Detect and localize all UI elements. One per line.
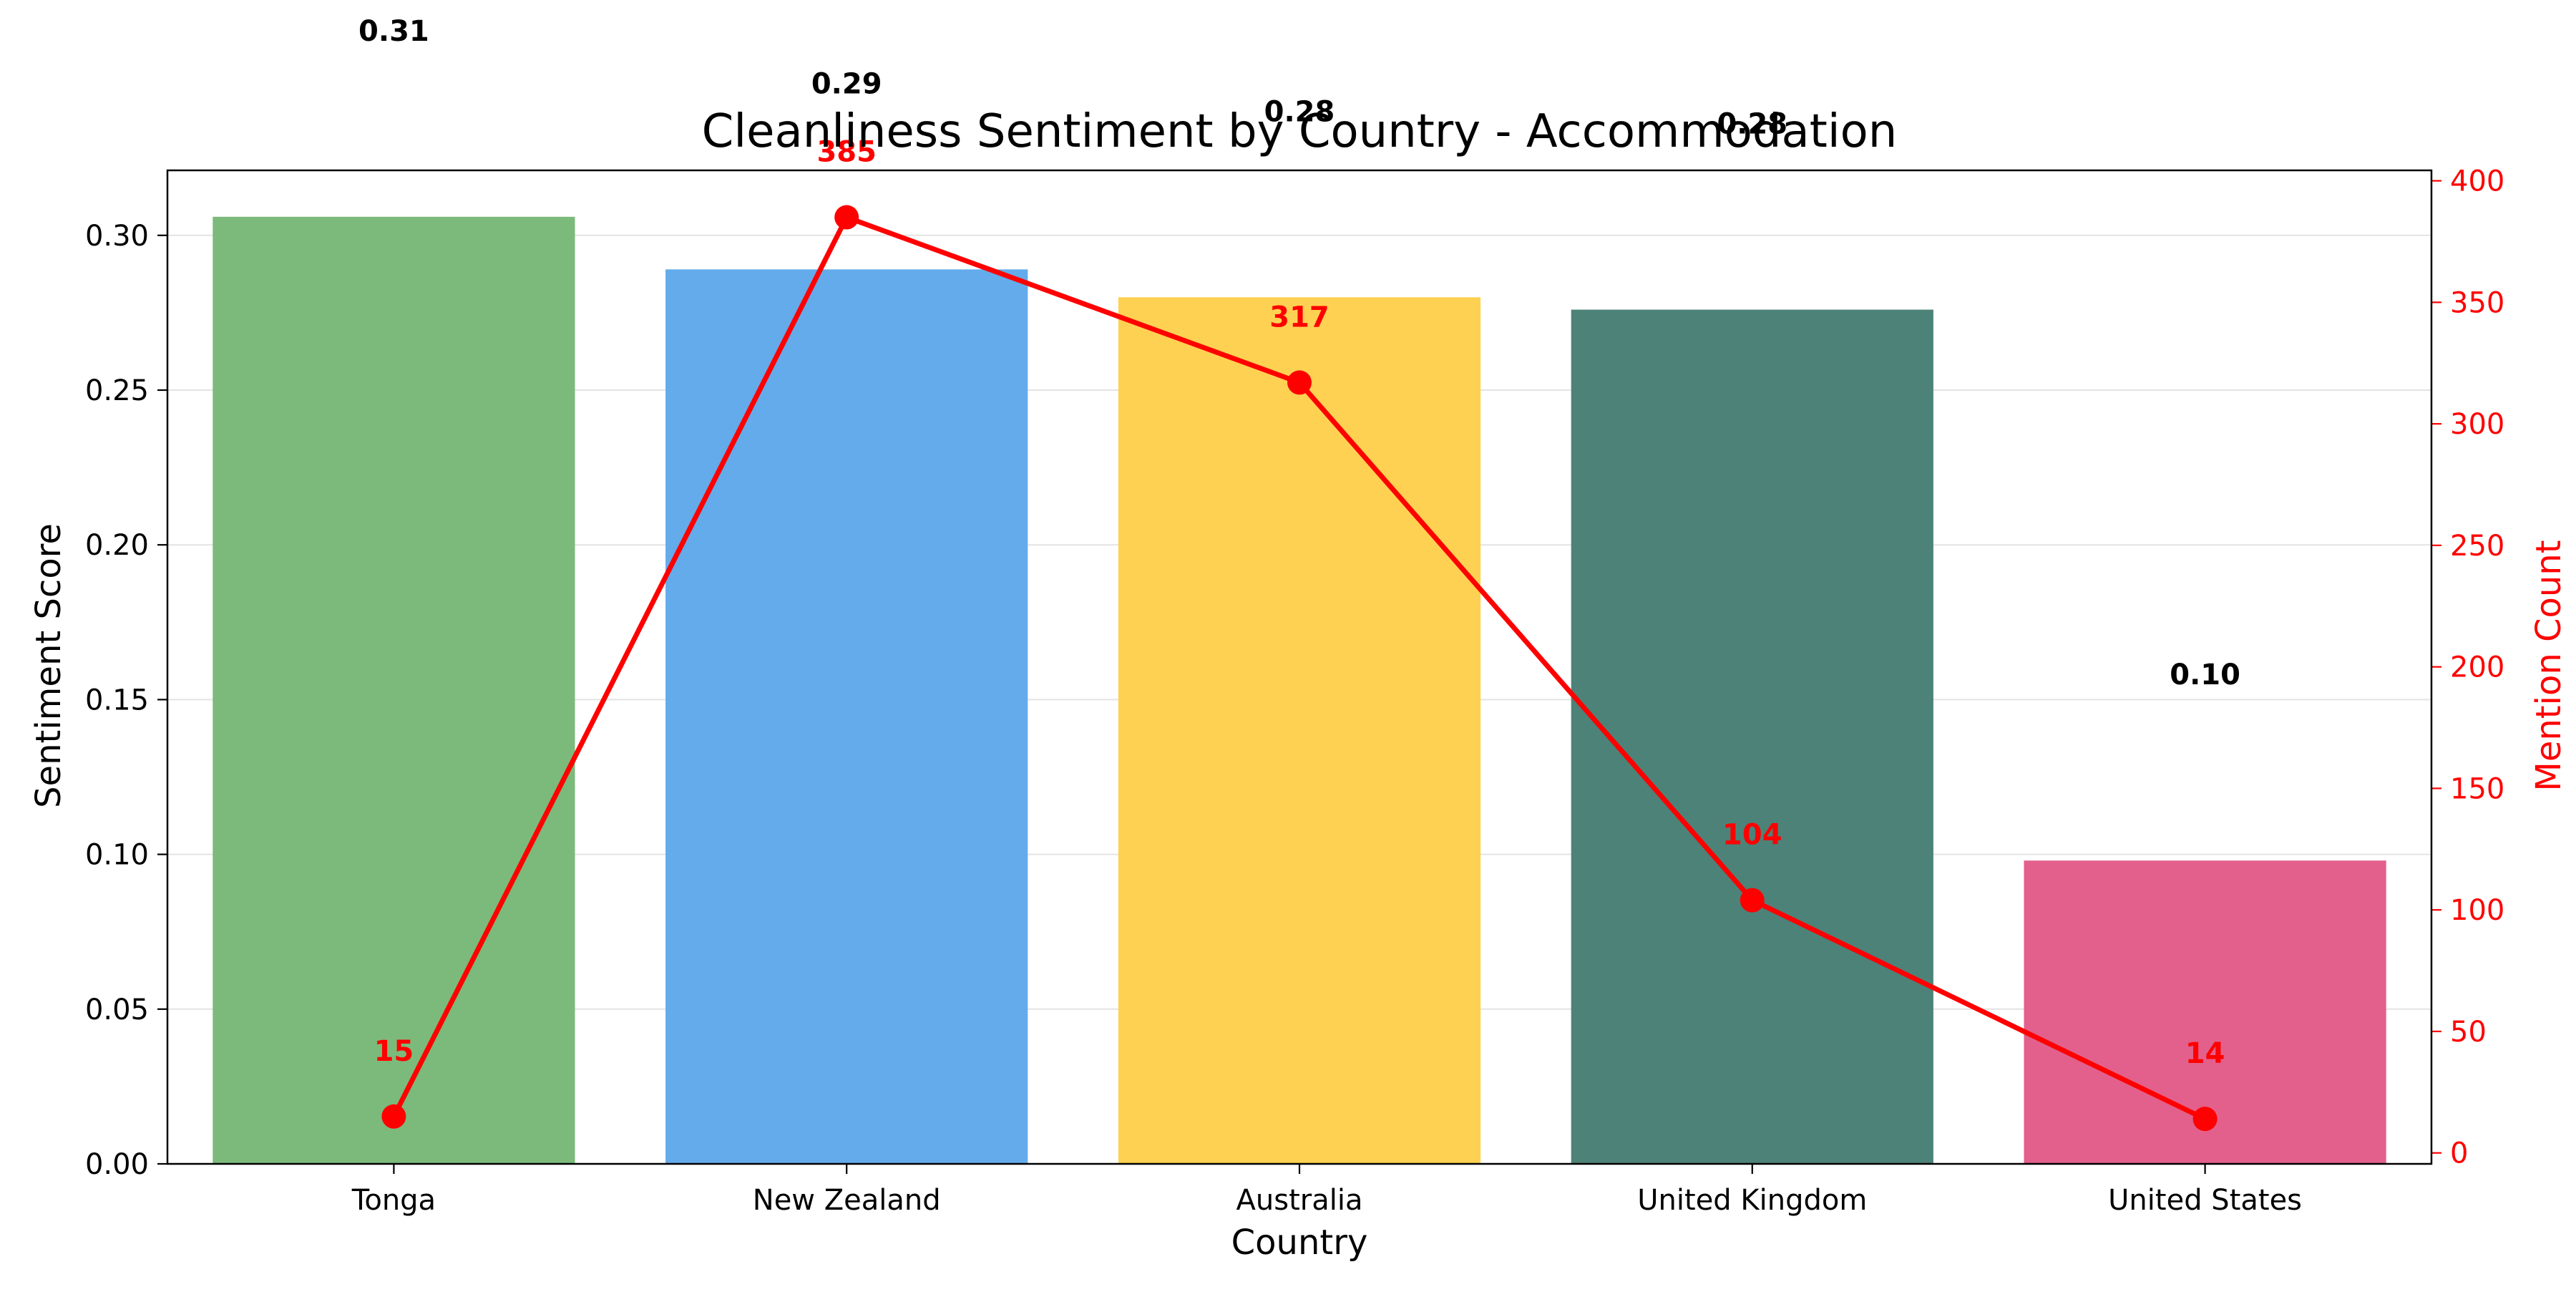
y-axis-label: Sentiment Score [29, 523, 69, 808]
mention-count-label: 15 [374, 1035, 414, 1068]
x-tick-label: Australia [1236, 1184, 1363, 1217]
bar-value-label: 0.31 [358, 15, 429, 48]
bar [1118, 297, 1481, 1165]
bar-value-label: 0.10 [2170, 659, 2240, 691]
bar-layer [213, 216, 2386, 1165]
x-tick-label: Tonga [351, 1184, 436, 1217]
y2-tick-label: 50 [2450, 1016, 2487, 1049]
mention-count-point [1740, 888, 1765, 913]
y-tick-label: 0.00 [85, 1148, 149, 1181]
mention-count-label: 317 [1269, 301, 1330, 334]
y2-axis-label: Mention Count [2529, 540, 2569, 791]
y-tick-label: 0.20 [85, 529, 149, 562]
y2-tick-label: 100 [2450, 894, 2504, 927]
bar-value-label: 0.28 [1264, 95, 1335, 128]
y2-tick-label: 150 [2450, 772, 2504, 805]
y2-tick-label: 400 [2450, 165, 2504, 198]
x-axis-label: Country [1231, 1223, 1368, 1263]
x-tick-label: United Kingdom [1637, 1184, 1867, 1217]
y-tick-label: 0.25 [85, 374, 149, 407]
y2-tick-label: 350 [2450, 286, 2504, 319]
bar-value-label: 0.29 [811, 67, 882, 100]
mention-count-label: 14 [2185, 1037, 2225, 1070]
mention-count-label: 385 [816, 136, 877, 169]
line-layer [381, 205, 2218, 1132]
y2-tick-label: 0 [2450, 1137, 2468, 1170]
bar [665, 269, 1028, 1164]
label-layer: 0.31 0.29 0.28 0.28 0.10 15 385 317 104 14 [358, 15, 2240, 1070]
x-tick-label: New Zealand [753, 1184, 941, 1217]
axis-layer: 0.00 0.05 0.10 0.15 0.20 0.25 0.30 0 50 100 150 200… [85, 165, 2504, 1217]
mention-count-point [381, 1104, 406, 1129]
y-tick-label: 0.15 [85, 684, 149, 717]
bar-value-label: 0.28 [1717, 108, 1787, 141]
mention-count-point [1287, 370, 1312, 395]
bar [213, 216, 575, 1164]
plot-frame [166, 169, 2433, 1165]
y2-tick-label: 200 [2450, 651, 2504, 684]
y-tick-label: 0.05 [85, 994, 149, 1026]
bar [1571, 309, 1933, 1164]
mention-count-point [2192, 1107, 2218, 1132]
mention-count-label: 104 [1722, 819, 1782, 852]
chart-title: Cleanliness Sentiment by Country - Accom… [702, 105, 1898, 158]
y2-tick-label: 300 [2450, 408, 2504, 441]
mention-count-point [834, 205, 859, 230]
y2-tick-label: 250 [2450, 530, 2504, 563]
y-tick-label: 0.10 [85, 839, 149, 872]
x-tick-label: United States [2108, 1184, 2302, 1217]
y-tick-label: 0.30 [85, 220, 149, 253]
